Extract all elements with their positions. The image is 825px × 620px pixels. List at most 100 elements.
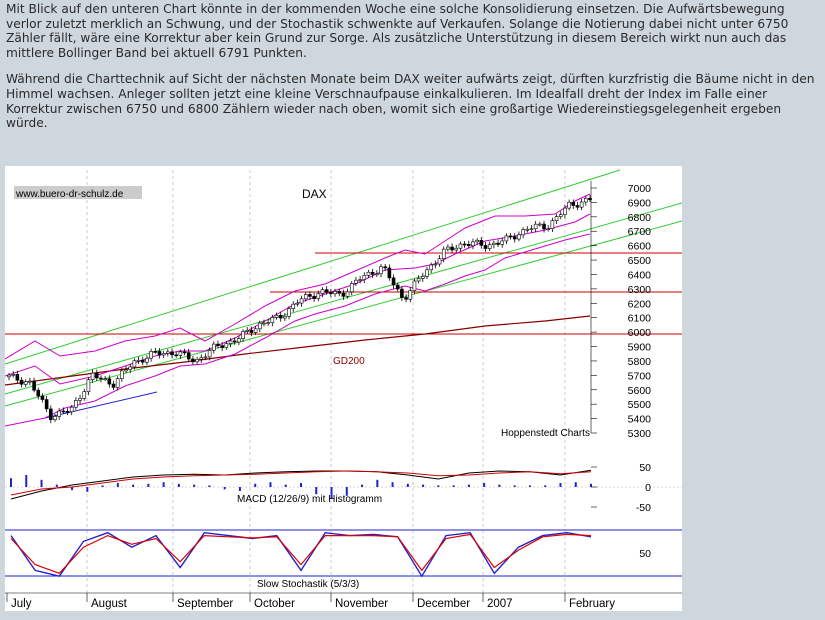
candle-body (416, 278, 421, 282)
candle-body (128, 366, 133, 370)
price-candles (7, 195, 592, 424)
candle-body (228, 340, 233, 344)
candle-body (466, 244, 471, 247)
price-tick-label-5300: 5300 (628, 428, 652, 440)
candle-body (579, 201, 584, 208)
candle-body (496, 242, 500, 245)
candle-body (441, 248, 446, 260)
candle-body (186, 352, 191, 360)
candle-body (533, 223, 538, 230)
candle-body (207, 349, 212, 358)
candle-body (412, 280, 417, 291)
candle-body (174, 354, 178, 357)
candle-body (303, 294, 308, 300)
candle-body (253, 328, 258, 333)
candle-body (170, 351, 174, 356)
blue-support-line (44, 391, 158, 419)
candle-body (237, 338, 241, 343)
candle-body (257, 322, 262, 330)
candle-body (584, 197, 588, 203)
candle-body (375, 273, 379, 276)
candle-body (124, 369, 128, 372)
candle-body (224, 343, 229, 348)
candle-body (538, 223, 542, 226)
candle-body (370, 271, 375, 275)
month-axis: July August September October November Decemb… (6, 593, 615, 610)
candle-body (504, 235, 509, 242)
candle-body (212, 343, 216, 351)
price-tick-label-6500: 6500 (628, 255, 652, 267)
candle-body (454, 247, 459, 251)
price-tick-label-6300: 6300 (628, 284, 652, 296)
month-label-6: 2007 (487, 598, 513, 610)
candle-body (132, 360, 137, 368)
candle-body (61, 410, 66, 413)
month-label-1: August (91, 598, 128, 610)
candle-body (333, 291, 337, 295)
candle-body (475, 239, 479, 243)
candle-body (107, 378, 112, 385)
candle-body (546, 228, 551, 231)
price-tick-label-5800: 5800 (628, 356, 652, 368)
candle-body (421, 276, 425, 279)
candle-body (94, 372, 99, 379)
candle-body (299, 298, 304, 304)
candle-body (191, 358, 195, 363)
price-tick-label-6400: 6400 (628, 269, 652, 281)
candle-body (508, 235, 513, 238)
candle-body (324, 289, 329, 293)
candle-body (86, 379, 91, 393)
chart-title: DAX (302, 187, 327, 201)
candle-body (161, 353, 166, 356)
candle-body (149, 351, 153, 359)
candle-body (278, 314, 283, 319)
candle-body (270, 317, 275, 323)
candle-body (358, 279, 362, 281)
candle-body (291, 303, 296, 309)
price-tick-label-6900: 6900 (628, 197, 652, 209)
candle-body (182, 351, 187, 354)
candle-body (44, 399, 49, 410)
price-tick-label-5400: 5400 (628, 414, 652, 426)
candle-body (450, 246, 454, 251)
candle-body (140, 359, 145, 363)
stochastic-k-line (10, 531, 592, 578)
candle-body (391, 277, 396, 286)
credit-label: Hoppenstedt Charts (501, 428, 590, 439)
candle-body (320, 289, 325, 294)
candle-body (82, 391, 87, 399)
candle-body (400, 288, 404, 298)
candle-body (337, 291, 342, 294)
candle-body (65, 411, 70, 413)
price-tick-label-5500: 5500 (628, 399, 652, 411)
price-tick-label-6200: 6200 (628, 298, 652, 310)
candle-body (120, 370, 124, 379)
stochastic-label: Slow Stochastik (5/3/3) (257, 579, 359, 590)
price-tick-label-5900: 5900 (628, 342, 652, 354)
candle-body (408, 290, 413, 300)
candle-body (329, 292, 333, 295)
dax-chart-panel: GD200 7000 6900 6800 6700 6600 6500 6400 6300 62… (4, 166, 683, 611)
stochastic-d-line (10, 533, 592, 574)
month-label-2: September (177, 598, 233, 610)
candle-body (103, 378, 107, 381)
price-tick-label-5600: 5600 (628, 385, 652, 397)
candle-body (115, 378, 120, 388)
macd-tick-label-50: 50 (639, 462, 651, 474)
candle-body (521, 229, 525, 236)
month-label-7: February (569, 598, 615, 610)
candle-body (437, 258, 442, 265)
candle-body (7, 374, 11, 378)
candle-body (429, 264, 433, 271)
candle-body (349, 283, 354, 293)
candle-body (262, 322, 266, 325)
macd-tick-label--50: -50 (636, 502, 651, 514)
candle-body (19, 379, 24, 385)
candle-body (529, 228, 534, 231)
candle-body (15, 374, 20, 381)
candle-body (90, 372, 95, 380)
stoch-tick-label-50: 50 (639, 548, 651, 560)
macd-axis: 50 0 -50 (591, 462, 651, 514)
candle-body (500, 240, 505, 245)
macd-signal-line (10, 470, 592, 496)
